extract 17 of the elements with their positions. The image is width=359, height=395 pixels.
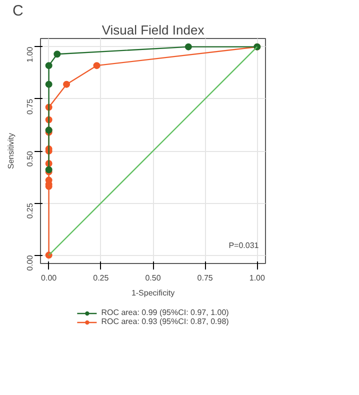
x-tick-label: 0.75 <box>197 274 214 282</box>
y-tick-label: 0.75 <box>26 98 34 114</box>
legend-label: ROC area: 0.93 (95%CI: 0.87, 0.98) <box>101 317 229 326</box>
y-tick-label: 1.00 <box>26 46 34 62</box>
y-tick-label: 0.25 <box>26 202 34 219</box>
x-tick-label: 1.00 <box>249 274 266 282</box>
legend-label: ROC area: 0.99 (95%CI: 0.97, 1.00) <box>101 308 229 317</box>
y-axis-title: Sensitivity <box>6 132 16 170</box>
chart-title: Visual Field Index <box>102 22 205 38</box>
text: C <box>12 2 24 20</box>
y-tick-label: 0.00 <box>26 254 34 271</box>
x-tick-label: 0.25 <box>93 274 110 282</box>
x-tick-label: 0.00 <box>41 274 58 282</box>
annotation: P=0.031 <box>228 241 260 250</box>
x-axis-title: 1-Specificity <box>131 288 175 298</box>
y-tick-label: 0.50 <box>26 150 34 167</box>
x-tick-label: 0.50 <box>145 274 162 282</box>
